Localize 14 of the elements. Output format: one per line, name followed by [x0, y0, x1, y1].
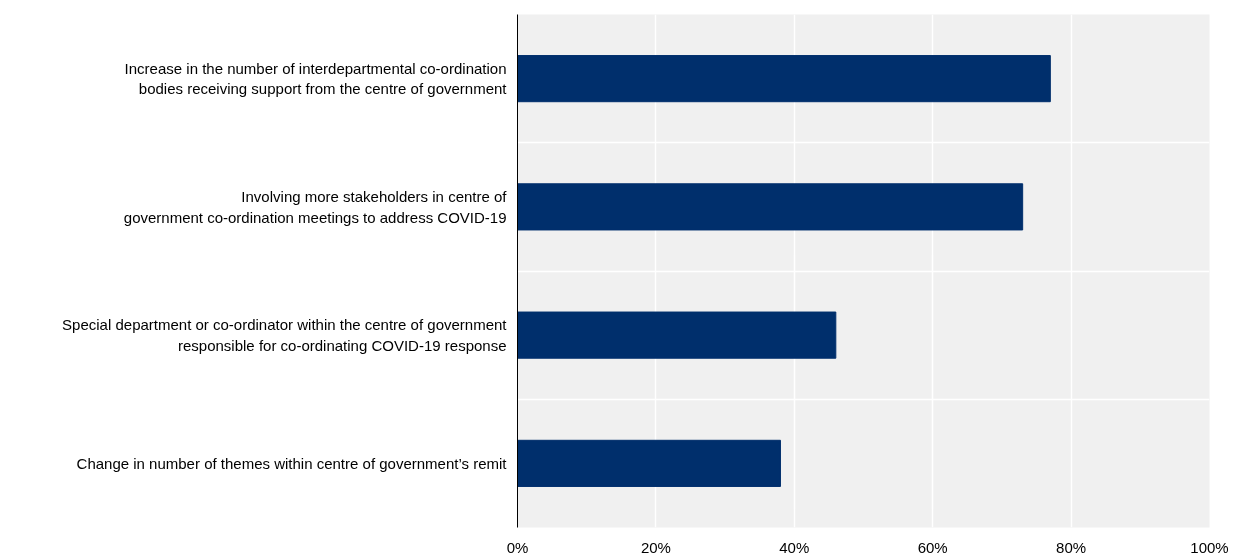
x-tick-label: 80%: [1056, 538, 1087, 556]
y-tick-label: Special department or co-ordinator within the centre of government responsible for co-ordinating COVID-19 response: [62, 316, 508, 354]
y-tick-label: Change in number of themes within centre of government’s remit: [76, 454, 508, 472]
bar: [517, 439, 781, 487]
x-tick-label: 0%: [506, 538, 529, 556]
x-tick-label: 20%: [640, 538, 671, 556]
x-tick-label: 100%: [1190, 538, 1229, 556]
bar: [517, 55, 1051, 103]
y-tick-label: Involving more stakeholders in centre of government co-ordination meetings to address COVID-19: [123, 188, 508, 226]
x-tick-label: 40%: [779, 538, 810, 556]
y-tick-label: Increase in the number of interdepartmental co-ordination bodies receiving support from the centre of government: [124, 59, 508, 98]
x-tick-label: 60%: [917, 538, 948, 556]
bar: [517, 311, 837, 359]
bar: [517, 183, 1024, 231]
